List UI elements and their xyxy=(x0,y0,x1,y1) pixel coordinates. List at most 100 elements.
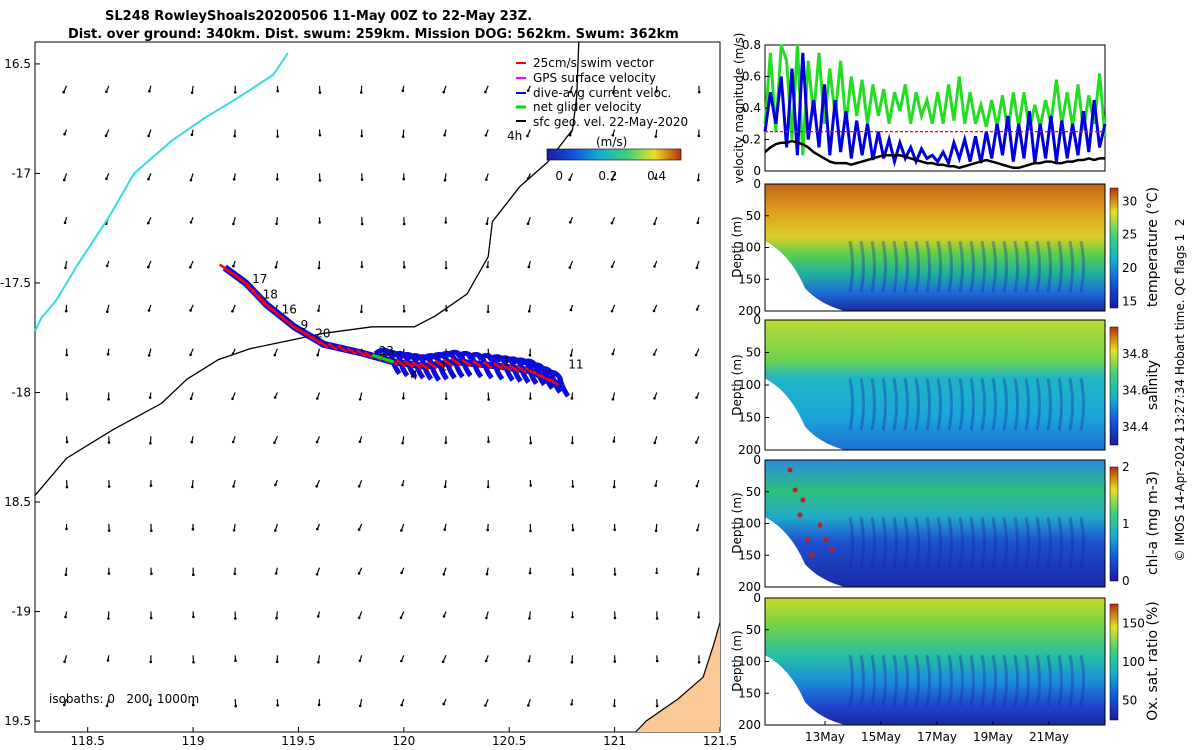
field-arrow-head xyxy=(360,91,363,94)
velocity-ytick-label: 0 xyxy=(753,164,761,178)
speed-colorbar-ticks: 0 0.2 0.4 xyxy=(555,169,666,183)
isobath-legend: isobaths: 0 200 1000m xyxy=(49,692,199,706)
track-day-label: 20 xyxy=(315,327,330,341)
field-arrow-head xyxy=(613,660,617,663)
profile-wave xyxy=(925,654,931,707)
profile-wave xyxy=(958,654,964,707)
panel-ytick-label: 50 xyxy=(746,346,761,360)
chla-cbar-label: chl-a (mg m-3) xyxy=(1145,471,1161,575)
field-arrow-head xyxy=(317,266,321,270)
field-arrow-head xyxy=(571,485,575,488)
field-arrow-head xyxy=(487,440,490,444)
profile-wave xyxy=(936,516,942,569)
cbar-tick-label: 50 xyxy=(1122,694,1137,708)
map-xtick-label: 120 xyxy=(392,734,415,748)
field-arrow-head xyxy=(653,222,656,226)
profile-wave xyxy=(881,654,887,707)
field-arrow-head xyxy=(64,266,67,270)
speed-colorbar-tick: 0.4 xyxy=(647,169,666,183)
land-fill xyxy=(635,622,720,732)
field-arrow-head xyxy=(655,571,658,575)
cbar-tick-label: 20 xyxy=(1122,261,1137,275)
profile-wave xyxy=(969,378,975,431)
panel-ytick-label: 200 xyxy=(738,580,761,594)
profile-wave xyxy=(859,654,865,707)
field-arrow-head xyxy=(147,354,151,357)
map-xtick-label: 118.5 xyxy=(71,734,105,748)
field-arrow-head xyxy=(106,310,109,314)
profile-wave xyxy=(903,654,909,707)
legend-item-gps: GPS surface velocity xyxy=(516,71,656,85)
dive-avg-vector xyxy=(429,352,457,380)
field-arrow-head xyxy=(694,353,698,357)
panel-ytick-label: 0 xyxy=(753,453,761,467)
field-arrow-head xyxy=(147,265,150,269)
profile-wave xyxy=(881,516,887,569)
date-tick-label: 19May xyxy=(973,730,1013,744)
field-arrow-head xyxy=(610,221,614,225)
chla-hotspot xyxy=(800,497,806,503)
field-arrow-head xyxy=(613,616,617,620)
field-arrow-head xyxy=(360,178,364,181)
oxygen-mask xyxy=(765,654,1085,725)
profile-wave xyxy=(947,654,953,707)
oxygen-cbar-label: Ox. sat. ratio (%) xyxy=(1145,601,1161,720)
profile-wave xyxy=(892,240,898,293)
swim-vector xyxy=(411,361,422,370)
profile-wave xyxy=(848,654,854,707)
field-arrow-head xyxy=(695,396,698,399)
profile-wave xyxy=(903,378,909,431)
profile-wave xyxy=(925,240,931,293)
legend-label-net: net glider velocity xyxy=(533,100,641,114)
panel-ytick-label: 50 xyxy=(746,209,761,223)
date-tick-label: 17May xyxy=(917,730,957,744)
profile-wave xyxy=(870,240,876,293)
seafloor-mask xyxy=(765,241,845,311)
dive-avg-vector xyxy=(444,349,473,378)
field-arrow-head xyxy=(402,177,406,181)
profile-wave xyxy=(1046,654,1052,707)
swim-vector xyxy=(450,357,462,366)
chla-ylabel: Depth (m) xyxy=(730,492,744,553)
velocity-ticks: 0 0.2 0.4 0.6 0.8 xyxy=(742,38,769,178)
swim-vector xyxy=(337,344,348,353)
profile-wave xyxy=(969,516,975,569)
profile-wave xyxy=(1079,378,1085,431)
field-arrow-head xyxy=(149,616,153,620)
field-arrow-head xyxy=(149,442,152,445)
field-arrow-head xyxy=(654,529,658,533)
field-arrow-head xyxy=(442,615,446,618)
net-velocity-vector xyxy=(371,353,394,364)
profile-wave xyxy=(914,378,920,431)
field-arrow-head xyxy=(189,221,193,224)
chla-hotspot xyxy=(823,537,829,543)
field-arrow-head xyxy=(612,440,616,443)
legend-label-gps: GPS surface velocity xyxy=(533,71,656,85)
map-xtick-label: 120.5 xyxy=(492,734,526,748)
field-arrow-head xyxy=(528,310,531,313)
field-arrow-head xyxy=(486,528,490,532)
field-arrow-head xyxy=(274,266,278,269)
panel-ytick-label: 200 xyxy=(738,718,761,732)
field-arrow-head xyxy=(232,529,236,532)
field-arrow-head xyxy=(654,484,657,487)
field-arrow-head xyxy=(357,572,361,575)
field-arrow-head xyxy=(526,222,530,225)
profile-wave xyxy=(1035,516,1041,569)
imos-footer: © IMOS 14-Apr-2024 13:27:34 Hobart time.… xyxy=(1173,219,1187,562)
profile-wave xyxy=(1013,516,1019,569)
field-arrow-head xyxy=(443,485,447,489)
field-arrow-head xyxy=(612,485,616,489)
field-arrow-head xyxy=(444,266,448,270)
profile-wave xyxy=(870,516,876,569)
profile-wave xyxy=(1079,654,1085,707)
field-arrow-head xyxy=(231,310,234,313)
chla-hotspot xyxy=(817,522,823,528)
map-ytick-label: 19.5 xyxy=(4,714,31,728)
title-line-1: SL248 RowleyShoals20200506 11-May 00Z to… xyxy=(105,9,532,24)
cbar-tick-label: 25 xyxy=(1122,228,1137,242)
profile-wave xyxy=(958,240,964,293)
speed-colorbar-tick: 0.2 xyxy=(598,169,617,183)
field-arrow-head xyxy=(192,573,195,576)
swim-vector xyxy=(427,361,438,370)
